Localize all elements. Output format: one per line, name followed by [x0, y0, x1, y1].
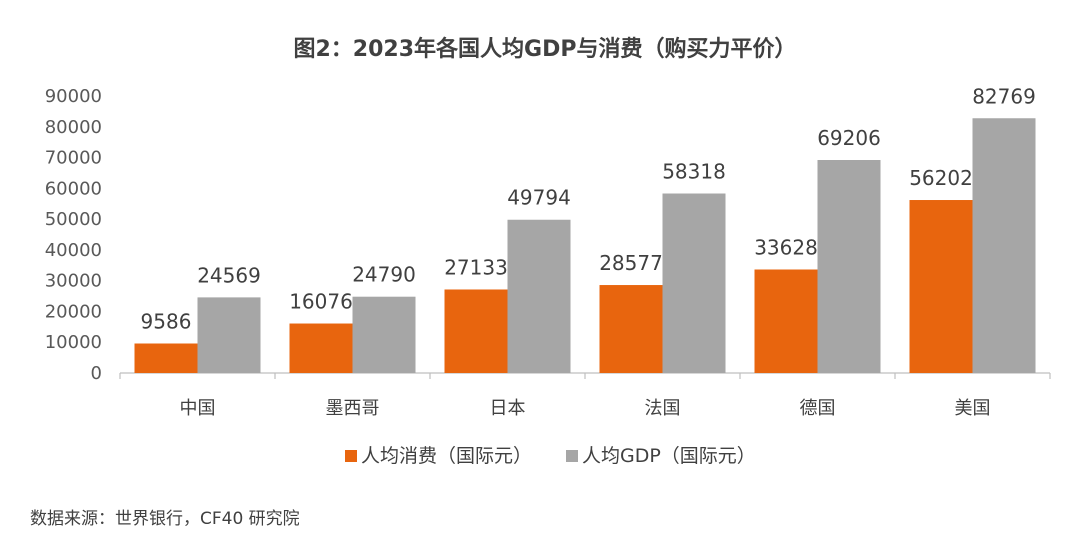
- y-tick-label: 40000: [45, 240, 102, 261]
- data-label: 33628: [754, 236, 818, 260]
- y-tick-label: 60000: [45, 178, 102, 199]
- x-tick-label: 法国: [645, 398, 681, 419]
- y-tick-label: 0: [91, 363, 102, 384]
- bar: [972, 118, 1036, 374]
- y-tick-label: 90000: [45, 86, 102, 107]
- y-tick-label: 20000: [45, 301, 102, 322]
- y-tick-label: 70000: [45, 148, 102, 169]
- y-tick-label: 30000: [45, 271, 102, 292]
- bar: [817, 159, 881, 373]
- bar: [662, 193, 726, 373]
- data-label: 82769: [972, 84, 1036, 108]
- y-tick-label: 80000: [45, 117, 102, 138]
- bar: [909, 200, 973, 373]
- source-note: 数据来源：世界银行，CF40 研究院: [30, 509, 300, 529]
- x-axis: 中国 墨西哥 日本 法国 德国 美国: [119, 372, 1051, 419]
- bar: [134, 343, 198, 373]
- bar: [197, 297, 261, 373]
- data-label: 24569: [197, 263, 261, 287]
- data-label: 56202: [909, 166, 973, 190]
- x-tick-label: 日本: [490, 398, 526, 419]
- bar: [754, 269, 818, 373]
- x-tick-label: 德国: [800, 398, 836, 419]
- data-label: 24790: [352, 263, 416, 287]
- data-label: 49794: [507, 186, 571, 210]
- y-tick-label: 10000: [45, 332, 102, 353]
- x-tick-label: 中国: [180, 398, 216, 419]
- legend: 人均消费（国际元） 人均GDP（国际元）: [345, 445, 756, 467]
- data-label: 27133: [444, 255, 508, 279]
- data-label: 69206: [817, 126, 881, 150]
- x-tick-label: 美国: [955, 398, 991, 419]
- chart-title: 图2：2023年各国人均GDP与消费（购买力平价）: [294, 36, 797, 62]
- data-label: 58318: [662, 160, 726, 184]
- bar: [444, 289, 508, 373]
- data-label: 9586: [141, 309, 192, 333]
- legend-label: 人均GDP（国际元）: [582, 445, 756, 467]
- bar: [507, 219, 571, 373]
- legend-swatch: [566, 450, 578, 462]
- data-label: 16076: [289, 290, 353, 314]
- y-axis: 0 10000 20000 30000 40000 50000 60000 70000 8000…: [45, 86, 102, 384]
- y-tick-label: 50000: [45, 209, 102, 230]
- legend-label: 人均消费（国际元）: [361, 445, 532, 467]
- data-label: 28577: [599, 251, 663, 275]
- legend-swatch: [345, 450, 357, 462]
- bar: [599, 285, 663, 373]
- x-tick-label: 墨西哥: [326, 398, 380, 419]
- bar: [289, 323, 353, 373]
- bar: [352, 296, 416, 373]
